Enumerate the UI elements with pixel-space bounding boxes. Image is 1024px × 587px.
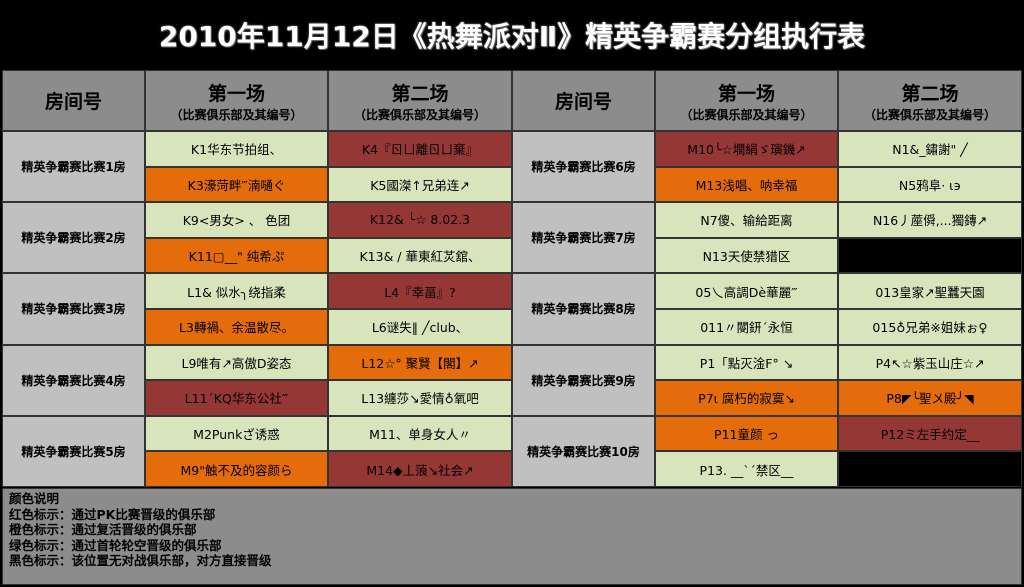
club-cell: M9"触不及的容颜ら: [145, 451, 328, 487]
club-cell: K5國滐↑兄弟连↗: [328, 166, 512, 203]
club-cell: M14◆丄蒗↘社会↗: [328, 451, 512, 487]
header-room-label: 房间号: [554, 91, 612, 113]
legend-item: 绿色标示：通过首轮轮空晋级的俱乐部: [9, 537, 222, 553]
room-label: 精英争霸赛比赛6房: [512, 131, 655, 203]
room-label: 精英争霸赛比赛3房: [2, 273, 145, 345]
club-cell: P12ミ左手约定__: [838, 415, 1022, 452]
room-label: 精英争霸赛比赛9房: [512, 344, 655, 416]
room-label: 精英争霸赛比赛10房: [512, 415, 655, 487]
club-cell: N13天使禁猎区: [655, 237, 838, 274]
header-sub-label: （比赛俱乐部及其编号）: [680, 107, 813, 122]
club-cell: K9<男女> 、 色团: [145, 202, 328, 238]
legend-item: 橙色标示：通过复活晋级的俱乐部: [9, 522, 197, 537]
club-cell: L12☆° 聚賢【閣】↗: [328, 344, 512, 381]
club-cell: K11▢__" 纯希ぷ: [145, 237, 328, 274]
room-label: 精英争霸赛比赛4房: [2, 344, 145, 416]
color-legend: 颜色说明 红色标示：通过PK比赛晋级的俱乐部 橙色标示：通过复活晋级的俱乐部 绿色标示…: [2, 488, 1022, 585]
page-title: 2010年11月12日《热舞派对Ⅱ》精英争霸赛分组执行表: [0, 0, 1024, 70]
club-cell: P11童颜 っ: [655, 415, 838, 452]
club-cell: M11、单身女人〃: [328, 415, 512, 452]
room-label: 精英争霸赛比赛8房: [512, 273, 655, 345]
club-cell: N16丿蓙僢,...獨鏄↗: [838, 202, 1022, 238]
club-cell: K1华东节拍组、: [145, 131, 328, 167]
club-cell: N7傻、输給距离: [655, 202, 838, 238]
header-sub-label: （比赛俱乐部及其编号）: [353, 107, 486, 122]
header-first: 第一场 （比赛俱乐部及其编号）: [145, 70, 328, 131]
room-label: 精英争霸赛比赛7房: [512, 202, 655, 274]
room-label: 精英争霸赛比赛1房: [2, 131, 145, 203]
empty-slot: [838, 237, 1022, 274]
club-cell: 015♁兄弟※姐妹ぉ♀: [838, 308, 1022, 345]
club-cell: L1& 似水╮绕指柔: [145, 273, 328, 309]
header-first: 第一场 （比赛俱乐部及其编号）: [655, 70, 838, 131]
room-label: 精英争霸赛比赛5房: [2, 415, 145, 487]
club-cell: K13& / 華東紅炗舘、: [328, 237, 512, 274]
club-cell: N1&_鏽謝" ╱: [838, 131, 1022, 167]
club-cell: L13纏莎↘愛情♁氧吧: [328, 380, 512, 416]
club-cell: M2Punkざ诱惑: [145, 415, 328, 452]
header-sub-label: （比赛俱乐部及其编号）: [170, 107, 303, 122]
header-second: 第二场 （比赛俱乐部及其编号）: [838, 70, 1022, 131]
club-cell: P7ι 腐朽的寂寞↘: [655, 380, 838, 416]
club-cell: K3濠菏畔‴湳嗵ぐ: [145, 166, 328, 203]
header-sub-label: （比赛俱乐部及其编号）: [863, 107, 996, 122]
header-second-label: 第二场: [391, 82, 449, 105]
header-second-label: 第二场: [901, 82, 959, 105]
legend-item: 黑色标示：该位置无对战俱乐部，对方直接晋级: [9, 553, 272, 568]
club-cell: P8◤╰聖〤殿╯◥: [838, 380, 1022, 416]
club-cell: P13. __`´禁区__: [655, 451, 838, 487]
club-cell: M13浅唱、呐幸福: [655, 166, 838, 203]
header-room-label: 房间号: [44, 91, 102, 113]
club-cell: K4『ㄖㄩ離ㄖㄩ棄』: [328, 131, 512, 167]
empty-slot: [838, 451, 1022, 487]
club-cell: N5鸦阜· ι϶: [838, 166, 1022, 203]
club-cell: 05乀高調Dè華麗‴: [655, 273, 838, 309]
legend-title: 颜色说明: [9, 491, 60, 506]
club-cell: 013皇家↗聖蠶天園: [838, 273, 1022, 309]
club-cell: P1「點灭淦F° ↘: [655, 344, 838, 381]
club-cell: P4↖☆紫玉山庄☆↗: [838, 344, 1022, 381]
room-label: 精英争霸赛比赛2房: [2, 202, 145, 274]
club-cell: L3轉禍、余温散尽。: [145, 308, 328, 345]
club-cell: K12& ╰☆ 8.02.3: [328, 202, 512, 238]
club-cell: L4『幸畐』?: [328, 273, 512, 309]
header-second: 第二场 （比赛俱乐部及其编号）: [328, 70, 512, 131]
header-first-label: 第一场: [717, 82, 775, 105]
header-room: 房间号: [512, 70, 655, 131]
legend-item: 红色标示：通过PK比赛晋级的俱乐部: [9, 506, 216, 522]
club-cell: L11´KQ华东公社‴: [145, 380, 328, 416]
club-cell: 011〃閿鈃´永恒: [655, 308, 838, 345]
header-first-label: 第一场: [207, 82, 265, 105]
header-room: 房间号: [2, 70, 145, 131]
club-cell: L9唯有↗高傲D姿态: [145, 344, 328, 381]
club-cell: M10╰☆墹絹ゞ璌鐖↗: [655, 131, 838, 167]
schedule-table: 房间号 第一场 （比赛俱乐部及其编号） 第二场 （比赛俱乐部及其编号） 房间号 第一场 （比赛…: [2, 70, 1022, 487]
club-cell: L6谜失‖ ╱club、: [328, 308, 512, 345]
